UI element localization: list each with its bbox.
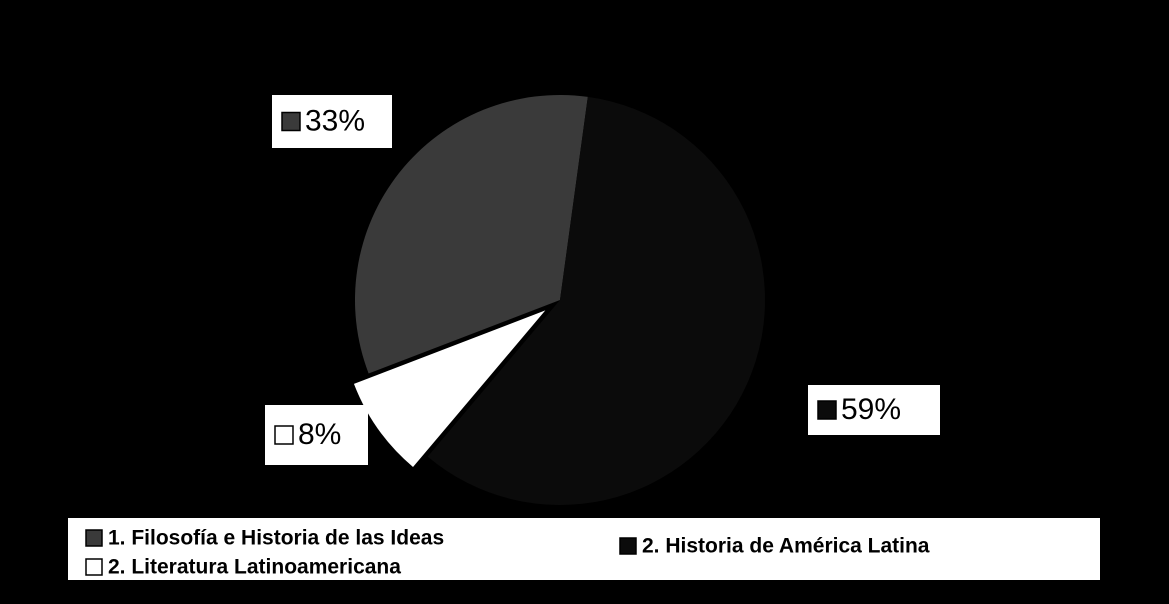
legend-label: 2. Historia de América Latina: [642, 535, 930, 558]
data-label: 8%: [298, 418, 341, 451]
data-label: 33%: [305, 104, 365, 137]
pie-slice: [427, 96, 765, 505]
legend-label: 1. Filosofía e Historia de las Ideas: [108, 527, 444, 550]
legend-swatch: [85, 558, 103, 576]
label-swatch: [817, 400, 837, 420]
legend-label: 2. Literatura Latinoamericana: [108, 556, 401, 579]
label-swatch: [281, 111, 301, 132]
legend-swatch: [85, 529, 103, 547]
legend-box: [68, 518, 1100, 580]
legend-swatch: [619, 537, 637, 555]
label-swatch: [274, 425, 294, 445]
data-label: 59%: [841, 393, 901, 426]
pie-slice: [355, 95, 588, 374]
pie-slice: [353, 310, 546, 468]
